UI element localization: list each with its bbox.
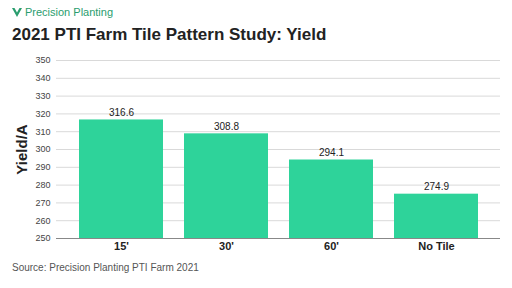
svg-text:308.8: 308.8 bbox=[214, 121, 239, 132]
svg-text:294.1: 294.1 bbox=[319, 147, 344, 158]
svg-text:316.6: 316.6 bbox=[109, 107, 134, 118]
svg-text:15': 15' bbox=[114, 240, 129, 252]
svg-text:310: 310 bbox=[35, 127, 50, 137]
svg-text:Yield/A: Yield/A bbox=[13, 124, 30, 174]
svg-text:270: 270 bbox=[35, 198, 50, 208]
svg-text:280: 280 bbox=[35, 180, 50, 190]
svg-text:330: 330 bbox=[35, 91, 50, 101]
svg-text:250: 250 bbox=[35, 233, 50, 243]
svg-text:60': 60' bbox=[324, 240, 339, 252]
svg-text:320: 320 bbox=[35, 109, 50, 119]
html-text:Source: Precision Planting PTI: Source: Precision Planting PTI Farm 2021 bbox=[12, 262, 199, 273]
svg-text:No Tile: No Tile bbox=[418, 240, 454, 252]
svg-text:340: 340 bbox=[35, 73, 50, 83]
svg-text:350: 350 bbox=[35, 55, 50, 65]
svg-text:260: 260 bbox=[35, 216, 50, 226]
svg-text:290: 290 bbox=[35, 162, 50, 172]
svg-text:300: 300 bbox=[35, 144, 50, 154]
svg-text:274.9: 274.9 bbox=[424, 181, 449, 192]
html-text:2021 PTI Farm Tile Pattern Stu: 2021 PTI Farm Tile Pattern Study: Yield bbox=[12, 25, 327, 44]
html-text:Precision Planting: Precision Planting bbox=[25, 6, 114, 18]
svg-text:30': 30' bbox=[219, 240, 234, 252]
